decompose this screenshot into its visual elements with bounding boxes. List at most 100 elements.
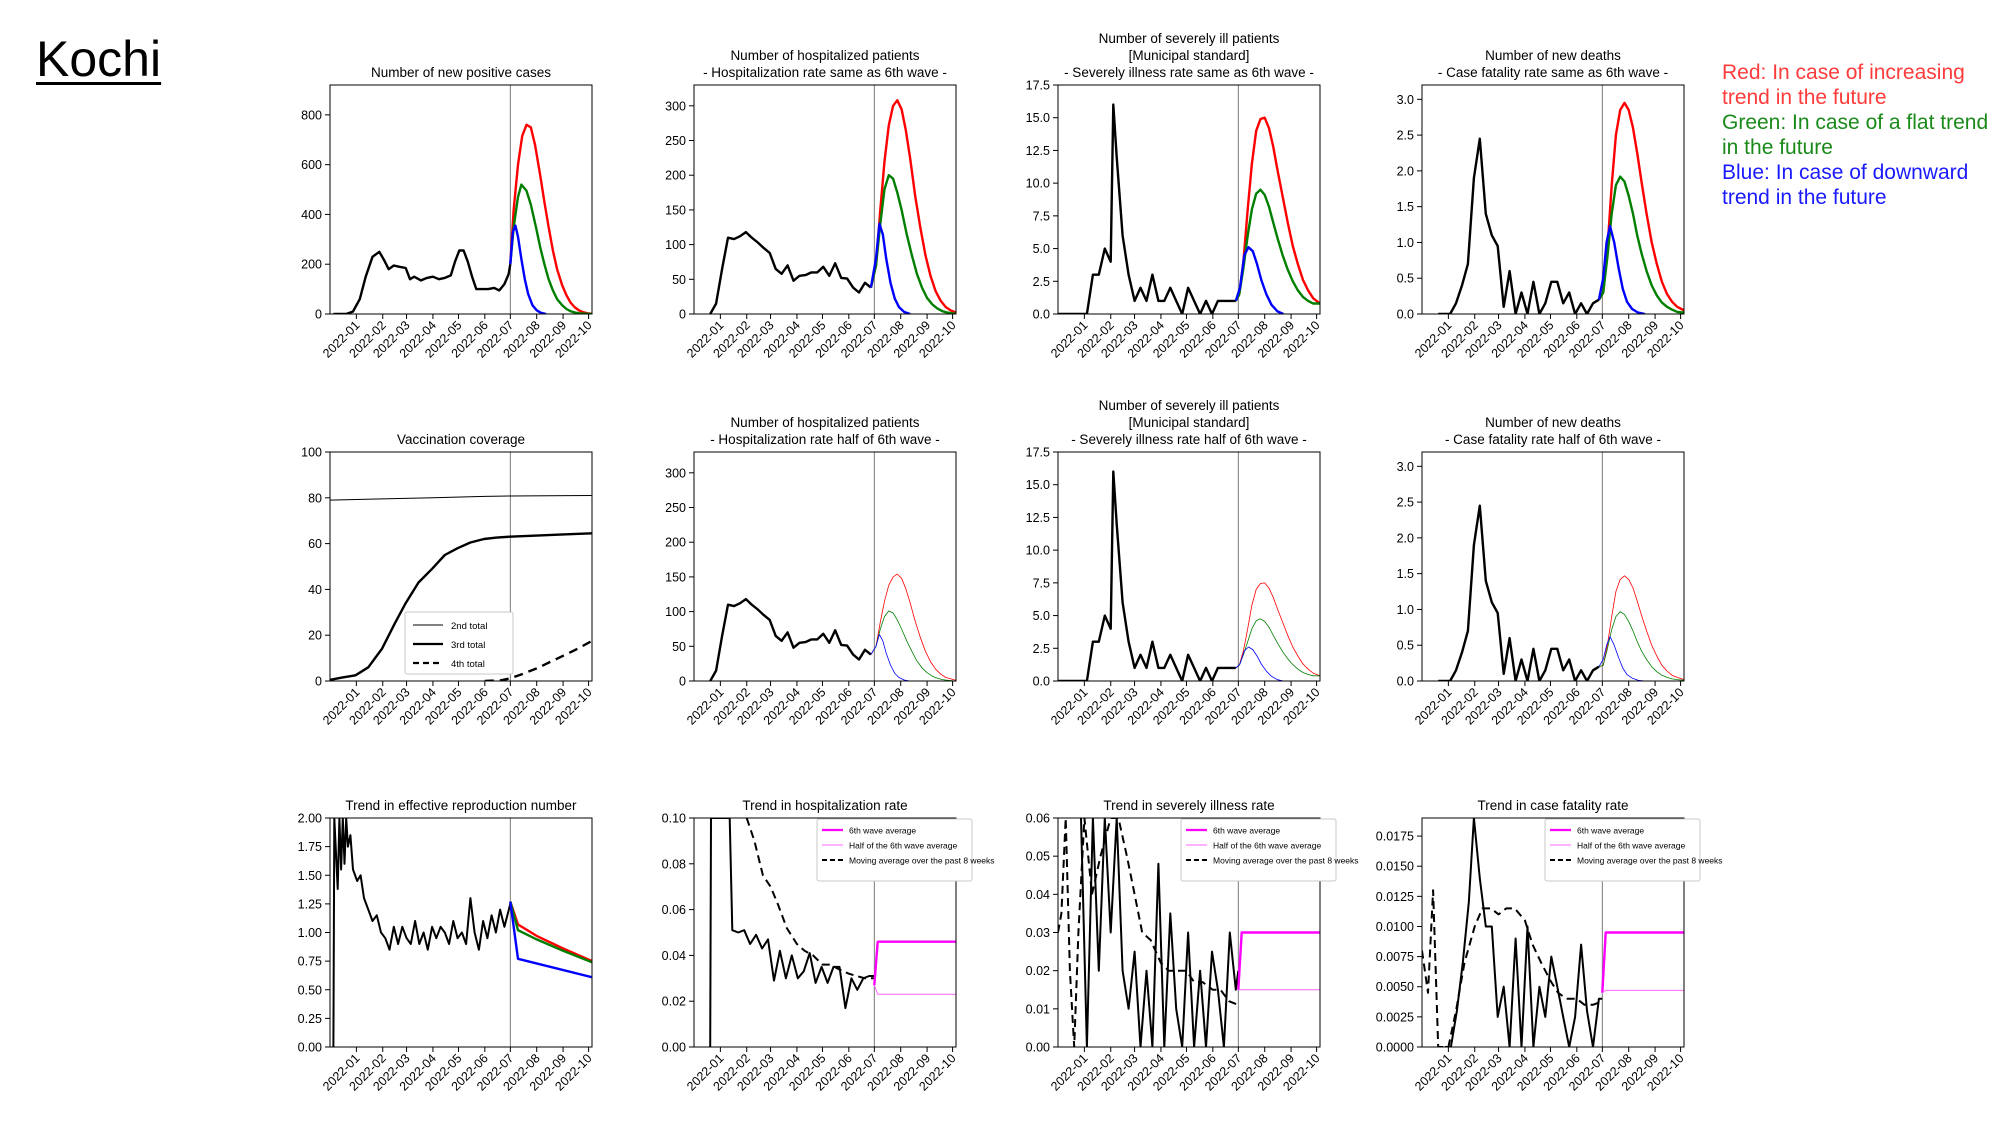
y-tick-label: 3.0	[1397, 93, 1414, 107]
y-tick-label: 100	[665, 605, 686, 619]
chart-title: Number of hospitalized patients	[730, 415, 919, 430]
y-tick-label: 5.0	[1033, 609, 1050, 623]
y-tick-label: 1.5	[1397, 567, 1414, 581]
y-tick-label: 0.04	[1026, 888, 1050, 902]
y-tick-label: 0.0000	[1376, 1041, 1414, 1055]
y-tick-label: 600	[301, 158, 322, 172]
series-line	[1234, 116, 1320, 305]
y-tick-label: 400	[301, 208, 322, 222]
y-tick-label: 1.0	[1397, 603, 1414, 617]
plot-frame	[329, 84, 593, 315]
series-line	[509, 901, 592, 979]
chart-title: Trend in case fatality rate	[1477, 798, 1628, 813]
series-line	[1235, 646, 1284, 681]
legend-label: Half of the 6th wave average	[849, 841, 957, 851]
chart-severe-same: Number of severely ill patients [Municipa…	[1026, 31, 1323, 361]
y-tick-label: 0.50	[298, 983, 322, 997]
y-tick-label: 0.00	[298, 1041, 322, 1055]
y-tick-label: 20	[308, 629, 322, 643]
y-tick-label: 0.10	[662, 812, 686, 826]
chart-title: - Hospitalization rate same as 6th wave …	[703, 65, 947, 80]
series-line	[1234, 188, 1320, 305]
series-line	[1235, 618, 1320, 677]
y-tick-label: 50	[672, 640, 686, 654]
y-tick-label: 200	[665, 169, 686, 183]
y-tick-label: 250	[665, 501, 686, 515]
chart-title: Number of new deaths	[1485, 415, 1621, 430]
y-tick-label: 2.5	[1033, 642, 1050, 656]
chart-deaths-same: Number of new deaths - Case fatality rate…	[1397, 48, 1687, 361]
y-tick-label: 0.0	[1397, 675, 1414, 689]
series-line	[873, 940, 956, 986]
legend-label: 3rd total	[451, 640, 485, 651]
y-tick-label: 0.5	[1397, 639, 1414, 653]
series-line	[509, 123, 592, 314]
legend-label: 6th wave average	[1213, 826, 1280, 836]
y-tick-label: 0.06	[662, 903, 686, 917]
series-line	[1422, 889, 1603, 1047]
series-line	[869, 173, 956, 314]
series-line	[870, 610, 956, 681]
y-tick-label: 3.0	[1397, 460, 1414, 474]
plot-frame	[1057, 817, 1321, 1048]
chart-title: - Case fatality rate half of 6th wave -	[1445, 432, 1661, 447]
y-tick-label: 5.0	[1033, 242, 1050, 256]
series-line	[1234, 246, 1284, 314]
series-line	[1058, 818, 1239, 1047]
legend-label: 2nd total	[451, 621, 487, 632]
series-line	[509, 901, 592, 964]
legend-label: Moving average over the past 8 weeks	[1213, 856, 1359, 866]
chart-title: [Municipal standard]	[1129, 415, 1250, 430]
series-line	[1235, 582, 1320, 677]
series-line	[484, 639, 592, 681]
y-tick-label: 2.00	[298, 812, 322, 826]
y-tick-label: 0.0	[1033, 308, 1050, 322]
y-tick-label: 7.5	[1033, 209, 1050, 223]
y-tick-label: 0.75	[298, 955, 322, 969]
y-tick-label: 10.0	[1026, 177, 1050, 191]
scenario-legend-green: Green: In case of a flat trend in the fu…	[1722, 111, 1989, 159]
y-tick-label: 1.0	[1397, 236, 1414, 250]
y-tick-label: 40	[308, 583, 322, 597]
chart-title: Number of new positive cases	[371, 65, 551, 80]
chart-vaccination: Vaccination coverage0204060801002022-012…	[301, 432, 595, 728]
chart-title: Number of severely ill patients	[1099, 31, 1280, 46]
y-tick-label: 0.0175	[1376, 830, 1414, 844]
legend-label: 6th wave average	[849, 826, 916, 836]
series-line	[1058, 470, 1236, 681]
chart-title: - Case fatality rate same as 6th wave -	[1438, 65, 1668, 80]
y-tick-label: 0.0	[1033, 675, 1050, 689]
y-tick-label: 0.00	[662, 1041, 686, 1055]
y-tick-label: 0.0075	[1376, 950, 1414, 964]
series-line	[870, 573, 956, 681]
series-line	[745, 818, 875, 980]
y-tick-label: 0.0050	[1376, 980, 1414, 994]
y-tick-label: 7.5	[1033, 576, 1050, 590]
chart-title: Trend in effective reproduction number	[345, 798, 577, 813]
y-tick-label: 1.5	[1397, 200, 1414, 214]
chart-hospitalization-rate: Trend in hospitalization rate 0.00 0.02 0.0…	[662, 798, 995, 1094]
y-tick-label: 2.5	[1033, 275, 1050, 289]
y-tick-label: 0	[679, 308, 686, 322]
y-tick-label: 150	[665, 203, 686, 217]
chart-legend: 6th wave average Half of the 6th wave ave…	[1544, 818, 1723, 882]
y-tick-label: 150	[665, 570, 686, 584]
y-tick-label: 100	[301, 446, 322, 460]
y-tick-label: 15.0	[1026, 111, 1050, 125]
chart-title: - Hospitalization rate half of 6th wave …	[710, 432, 940, 447]
y-tick-label: 10.0	[1026, 544, 1050, 558]
series-line	[1601, 931, 1684, 993]
plot-frame	[693, 84, 957, 315]
series-line	[1598, 575, 1684, 680]
y-tick-label: 0.0150	[1376, 860, 1414, 874]
y-tick-label: 17.5	[1026, 446, 1050, 460]
y-tick-label: 2.5	[1397, 496, 1414, 510]
y-tick-label: 1.75	[298, 840, 322, 854]
y-tick-label: 0.03	[1026, 926, 1050, 940]
y-tick-label: 0.08	[662, 857, 686, 871]
y-tick-label: 0.02	[662, 995, 686, 1009]
series-line	[1598, 611, 1684, 681]
series-line	[869, 222, 911, 314]
y-tick-label: 0.04	[662, 949, 686, 963]
